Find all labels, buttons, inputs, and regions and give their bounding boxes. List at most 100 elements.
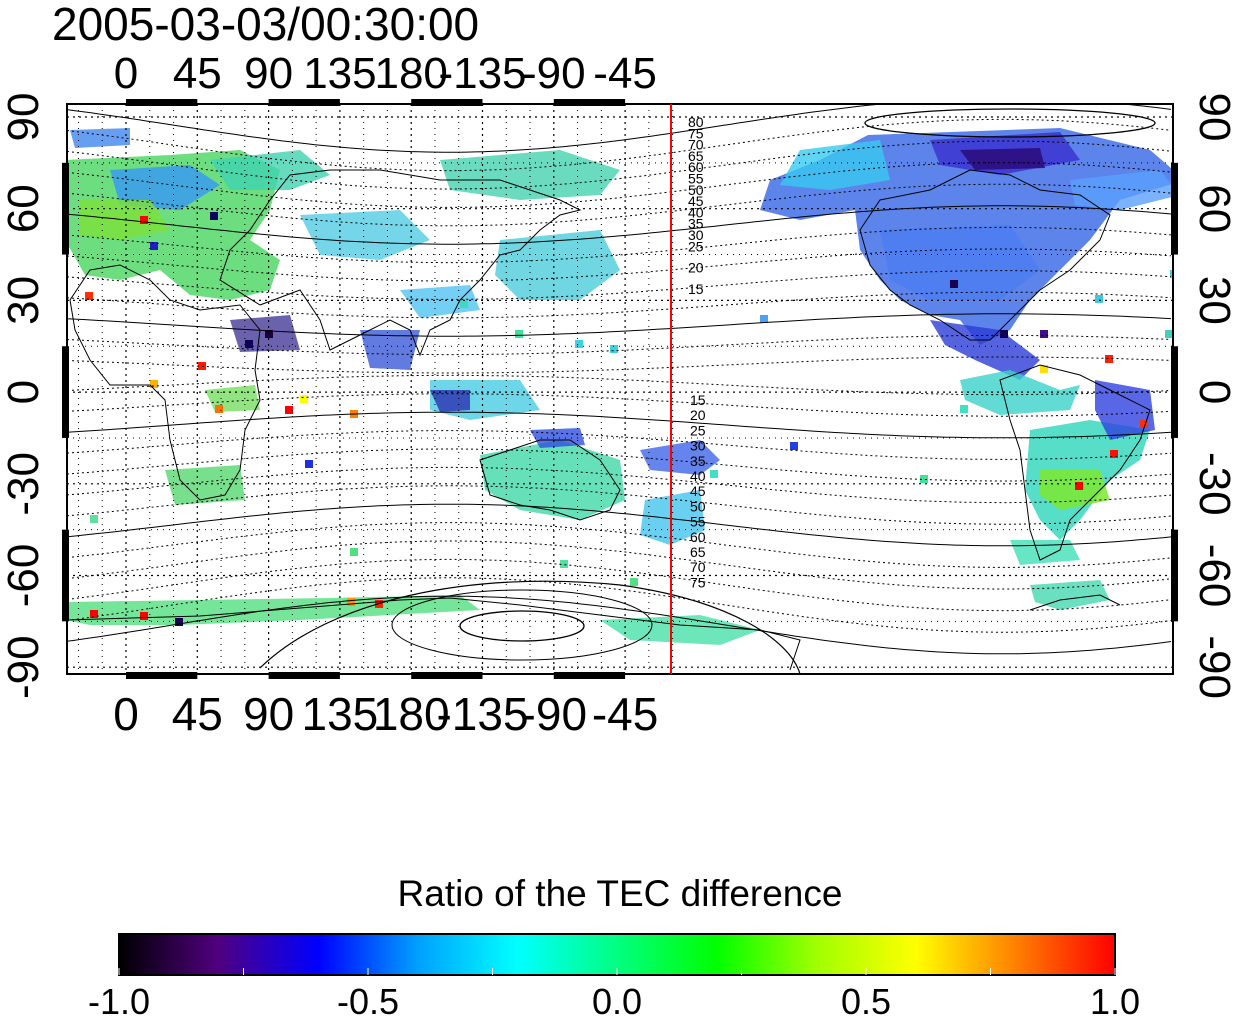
tec-contour <box>67 118 1172 172</box>
right-lat-label: -30 <box>1190 452 1239 516</box>
contour-label: 45 <box>688 193 704 209</box>
contour-label: 75 <box>690 574 706 590</box>
coastlines <box>67 169 1151 671</box>
contour-label: 15 <box>688 281 704 297</box>
contour-label: 40 <box>690 468 706 484</box>
south-contour <box>259 580 801 674</box>
contour-label: 20 <box>688 260 704 276</box>
left-lat-label: 90 <box>0 93 48 142</box>
frame-bar <box>1171 162 1178 255</box>
contour-lines <box>67 104 1172 674</box>
left-lat-label: 60 <box>0 184 48 233</box>
tec-contour <box>67 577 1172 633</box>
contour-label: 30 <box>688 227 704 243</box>
contour-label: 45 <box>690 483 706 499</box>
frame-bar <box>126 672 198 679</box>
contour-label: 50 <box>688 182 704 198</box>
right-lat-label: -60 <box>1190 544 1239 608</box>
top-lon-label: -90 <box>522 49 586 98</box>
left-lat-label: -30 <box>0 452 48 516</box>
colorbar-tick-label: 0.0 <box>591 981 643 1022</box>
tec-contour <box>67 334 1172 356</box>
colorbar-tick-label: 1.0 <box>1089 981 1141 1022</box>
frame-ticks <box>62 99 1178 679</box>
right-lat-label: -90 <box>1190 635 1239 699</box>
frame-bar <box>268 672 340 679</box>
top-lon-label: 0 <box>114 49 138 98</box>
frame-bar <box>411 99 483 106</box>
right-lat-label: 30 <box>1190 276 1239 325</box>
tec-contour <box>67 540 1172 590</box>
frame-bar <box>1171 529 1178 622</box>
tec-contour <box>67 183 1172 227</box>
right-lat-label: 60 <box>1190 184 1239 233</box>
contour-label: 70 <box>688 137 704 153</box>
contour-label: 50 <box>690 498 706 514</box>
contour-label: 25 <box>690 422 706 438</box>
contour-label: 15 <box>690 392 706 408</box>
tec-contour <box>67 393 1172 417</box>
tec-contour <box>67 558 1172 612</box>
frame-bar <box>1171 346 1178 438</box>
bottom-lon-label: 45 <box>172 688 223 740</box>
contour-label: 25 <box>688 238 704 254</box>
top-lon-label: 135 <box>303 49 376 98</box>
map-grid <box>67 104 1173 674</box>
frame-bar <box>62 346 69 438</box>
colorbar-tick-label: -0.5 <box>336 981 400 1022</box>
frame-bar <box>411 672 483 679</box>
bottom-lon-label: 180 <box>373 688 450 740</box>
contour-label: 40 <box>688 204 704 220</box>
right-lat-label: 90 <box>1190 93 1239 142</box>
tec-contour <box>67 313 1172 337</box>
colorbar-ticks <box>118 968 1116 975</box>
contour-label: 70 <box>690 559 706 575</box>
frame-bar <box>62 162 69 255</box>
tec-contour <box>67 140 1172 190</box>
tec-contour <box>67 522 1172 568</box>
tec-contour <box>67 430 1172 460</box>
tec-contour <box>67 595 1172 655</box>
bottom-lon-label: 135 <box>302 688 379 740</box>
bottom-lon-label: -45 <box>592 688 658 740</box>
contour-labels: 8075706560555045403530252015152025303540… <box>688 114 706 590</box>
top-lon-label: 90 <box>244 49 293 98</box>
south-contour-oval <box>459 610 585 642</box>
tec-contour <box>67 374 1172 396</box>
scattered-cells <box>85 212 1173 626</box>
contour-label: 35 <box>690 453 706 469</box>
bottom-lon-label: -90 <box>521 688 587 740</box>
contour-label: 35 <box>688 216 704 232</box>
tec-contour <box>67 162 1172 208</box>
colorbar-tick-label: 0.5 <box>840 981 892 1022</box>
tec-contour <box>67 503 1172 547</box>
south-contour-oval <box>391 589 653 661</box>
contour-label: 60 <box>688 159 704 175</box>
colorbar-tick-label: -1.0 <box>87 981 151 1022</box>
left-latitude-labels: 90 60 30 0 -30 -60 -90 <box>0 93 48 699</box>
tec-contour <box>67 104 1172 153</box>
bottom-lon-label: -135 <box>436 688 528 740</box>
contour-label: 30 <box>690 438 706 454</box>
tec-contour <box>67 291 1172 319</box>
left-lat-label: 0 <box>0 380 48 404</box>
bottom-lon-label: 0 <box>113 688 139 740</box>
contour-label: 80 <box>688 114 704 130</box>
contour-label: 65 <box>688 148 704 164</box>
tec-contour <box>67 205 1172 245</box>
contour-label: 60 <box>690 529 706 545</box>
frame-bar <box>126 99 198 106</box>
left-lat-label: -60 <box>0 544 48 608</box>
colorbar-title: Ratio of the TEC difference <box>397 873 843 914</box>
tec-contour <box>67 411 1172 439</box>
contour-label: 55 <box>690 514 706 530</box>
left-lat-label: -90 <box>0 635 48 699</box>
contour-label: 20 <box>690 407 706 423</box>
contour-label: 75 <box>688 125 704 141</box>
tec-contour <box>67 270 1172 300</box>
right-lat-label: 0 <box>1190 380 1239 404</box>
frame-bar <box>62 529 69 622</box>
